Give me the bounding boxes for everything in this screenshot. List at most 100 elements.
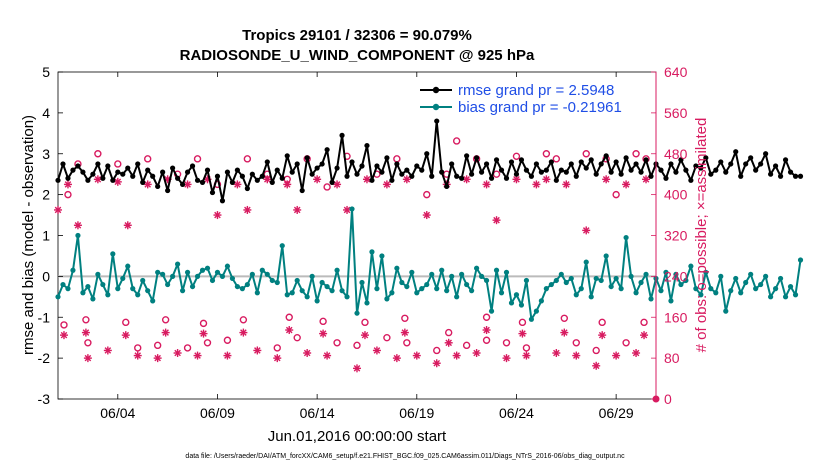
obs-assimilated-marker <box>432 359 441 368</box>
obs-possible-marker <box>333 339 341 347</box>
obs-assimilated-marker <box>183 180 192 189</box>
bias-point <box>598 277 604 284</box>
bias-point <box>314 298 320 304</box>
bias-point <box>698 292 704 298</box>
rmse-point <box>638 169 644 175</box>
rmse-point <box>404 167 410 173</box>
bias-point <box>269 277 275 284</box>
bias-point <box>568 275 574 282</box>
rmse-point <box>394 161 400 167</box>
rmse-point <box>603 153 609 159</box>
rmse-point <box>55 177 61 183</box>
rmse-point <box>399 171 405 177</box>
rmse-point <box>224 169 231 175</box>
rmse-point <box>189 163 196 169</box>
bias-point <box>513 292 520 298</box>
rmse-point <box>543 167 549 173</box>
obs-possible-marker <box>243 155 252 163</box>
bias-point <box>274 279 280 286</box>
rmse-point <box>548 159 554 165</box>
bias-point <box>723 308 729 314</box>
bias-point <box>224 263 231 269</box>
rmse-point <box>643 157 649 163</box>
bias-point <box>718 273 724 279</box>
rmse-point <box>319 161 325 167</box>
bias-point <box>384 296 390 302</box>
rmse-point <box>274 167 280 173</box>
rmse-point <box>234 167 240 173</box>
bias-point <box>394 265 400 271</box>
bias-point <box>140 277 146 284</box>
rmse-point <box>583 165 589 171</box>
obs-assimilated-marker <box>482 326 491 335</box>
rmse-point <box>593 171 599 177</box>
obs-possible-marker <box>582 150 590 158</box>
obs-possible-marker <box>199 319 208 328</box>
rmse-point <box>483 161 490 167</box>
obs-possible-marker <box>592 346 600 355</box>
rmse-point <box>454 173 460 179</box>
bias-point <box>658 288 664 294</box>
rmse-point <box>429 173 435 179</box>
obs-assimilated-marker <box>153 354 162 363</box>
obs-possible-marker <box>552 155 561 163</box>
rmse-point <box>239 173 245 179</box>
obs-possible-marker <box>612 190 620 199</box>
y-tick-label: 4 <box>42 105 50 121</box>
rmse-point <box>384 155 390 161</box>
rmse-point <box>748 155 754 161</box>
rmse-point <box>568 161 574 167</box>
obs-assimilated-marker <box>422 211 431 220</box>
obs-assimilated-marker <box>173 349 182 358</box>
rmse-point <box>782 157 789 163</box>
axes: -3 -2 -1 0 1 2 3 4 5 0 80 160 240 320 400 480 560 640 06/0… <box>38 64 688 421</box>
x-tick-label: 06/29 <box>599 405 634 421</box>
bias-point <box>90 296 96 302</box>
rmse-point <box>753 167 759 173</box>
bias-point <box>284 292 290 298</box>
bias-point <box>543 286 549 292</box>
obs-possible-marker <box>183 344 192 352</box>
rmse-point <box>459 175 465 181</box>
bias-point <box>673 271 679 277</box>
rmse-point <box>474 155 480 161</box>
bias-point <box>618 286 624 292</box>
rmse-point <box>623 155 629 161</box>
rmse-point <box>508 159 515 165</box>
bias-point <box>753 286 759 292</box>
obs-assimilated-marker <box>319 329 328 338</box>
obs-possible-marker <box>319 317 327 326</box>
bias-point <box>553 277 559 284</box>
obs-assimilated-marker <box>452 351 461 360</box>
bias-point <box>469 288 475 294</box>
y2-tick-label: 160 <box>664 309 688 325</box>
bias-point <box>374 286 380 292</box>
rmse-point <box>194 177 201 183</box>
obs-possible-marker <box>522 344 531 352</box>
rmse-point <box>110 177 116 183</box>
obs-assimilated-marker <box>54 205 62 214</box>
rmse-point <box>703 155 709 161</box>
rmse-point <box>449 161 455 167</box>
obs-assimilated-marker <box>542 175 551 184</box>
rmse-point <box>738 173 744 179</box>
bias-point <box>688 263 694 269</box>
legend-rmse-marker <box>432 86 440 94</box>
y-tick-label: 0 <box>42 268 50 284</box>
obs-possible-marker <box>452 137 461 145</box>
bias-point <box>733 275 739 282</box>
rmse-point <box>105 163 111 169</box>
bias-point <box>728 288 734 294</box>
rmse-point <box>763 151 769 157</box>
y-tick-label: 1 <box>42 228 50 244</box>
bias-point <box>773 286 779 292</box>
y-tick-label: 2 <box>42 187 50 203</box>
bias-point <box>204 265 211 271</box>
obs-assimilated-marker <box>592 361 601 370</box>
obs-assimilated-marker <box>243 205 252 214</box>
obs-possible-marker <box>502 339 511 347</box>
rmse-point <box>439 169 445 175</box>
bias-point <box>429 271 435 277</box>
bias-point <box>234 283 240 290</box>
rmse-point <box>170 165 176 171</box>
